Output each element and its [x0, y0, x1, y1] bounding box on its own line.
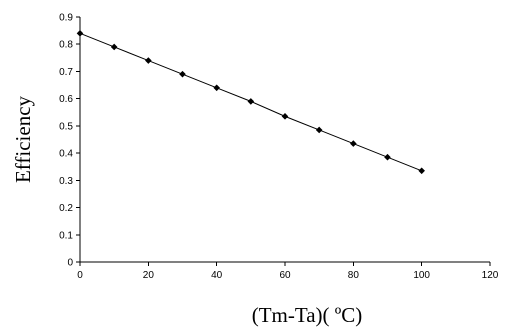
data-point [281, 113, 289, 120]
data-point [76, 30, 84, 37]
y-axis-title: Efficiency [11, 95, 35, 183]
y-tick-label: 0.7 [59, 67, 73, 78]
data-point [110, 43, 118, 51]
data-point [384, 153, 391, 161]
y-tick-label: 0.2 [59, 203, 73, 214]
x-axis-ticks: 0 20 40 60 80 100 120 [77, 262, 499, 281]
x-tick-label: 20 [143, 270, 155, 281]
x-tick-label: 60 [279, 270, 291, 281]
x-axis-title: (Tm-Ta)( ºC) [252, 303, 363, 327]
x-tick-label: 100 [413, 270, 430, 281]
y-tick-label: 0.5 [59, 121, 73, 132]
y-tick-label: 0.1 [59, 230, 73, 241]
data-point [145, 57, 152, 64]
y-tick-label: 0 [67, 258, 73, 269]
data-point [350, 140, 357, 147]
data-point [315, 126, 323, 134]
data-point [247, 98, 255, 105]
x-tick-label: 40 [211, 270, 223, 281]
y-tick-label: 0.6 [59, 94, 73, 105]
y-axis-ticks: 0 0.1 0.2 0.3 0.4 0.5 0.6 0.7 0.8 0.9 [59, 13, 80, 269]
data-point [213, 84, 220, 92]
data-point [179, 70, 186, 78]
y-tick-label: 0.8 [59, 40, 73, 51]
x-tick-label: 120 [482, 270, 499, 281]
x-tick-label: 80 [348, 270, 360, 281]
y-tick-label: 0.3 [59, 176, 73, 187]
x-tick-label: 0 [77, 270, 83, 281]
y-tick-label: 0.9 [59, 13, 73, 24]
y-tick-label: 0.4 [59, 149, 73, 160]
series-layer [76, 30, 425, 175]
data-point [418, 167, 425, 175]
